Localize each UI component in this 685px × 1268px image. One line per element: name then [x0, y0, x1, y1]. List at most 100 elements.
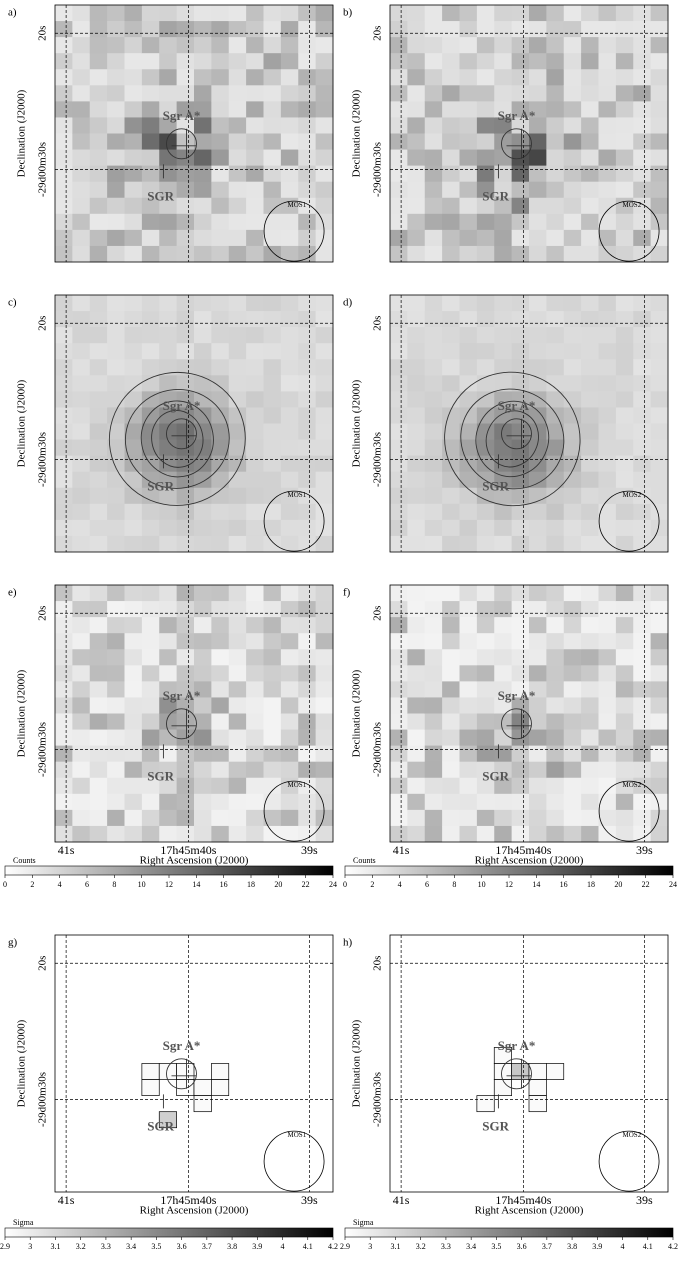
pixel: [424, 455, 443, 473]
pixel: [194, 761, 212, 779]
pixel: [298, 197, 317, 215]
pixel: [280, 487, 299, 505]
pixel: [141, 5, 160, 22]
pixel: [424, 601, 443, 618]
pixel: [55, 21, 73, 38]
pixel: [55, 117, 73, 134]
pixel: [194, 343, 212, 360]
pixel: [407, 133, 426, 151]
pixel: [228, 359, 247, 376]
pixel: [407, 375, 426, 392]
pixel: [194, 407, 212, 424]
pixel: [176, 1079, 195, 1096]
panel-frame: [54, 4, 334, 263]
pixel: [176, 825, 195, 843]
pixel: [650, 777, 669, 795]
pixel: [228, 649, 247, 666]
pixel: [529, 69, 547, 86]
pixel: [494, 391, 513, 408]
pixel: [407, 245, 426, 263]
pixel: [459, 697, 478, 714]
pixel: [615, 471, 634, 489]
pixel: [72, 777, 91, 795]
pixel: [159, 21, 178, 38]
pixel: [124, 343, 143, 360]
pixel: [263, 535, 282, 553]
pixel: [650, 809, 669, 827]
pixel: [529, 181, 547, 199]
pixel: [390, 85, 408, 102]
pixel: [633, 359, 652, 376]
pixel: [390, 777, 408, 795]
pixel: [141, 149, 160, 167]
pixel: [246, 213, 264, 231]
pixel: [298, 519, 317, 537]
pixel: [89, 601, 108, 618]
pixel: [228, 69, 247, 86]
pixel: [72, 519, 91, 537]
pixel: [298, 5, 317, 22]
pixel: [228, 181, 247, 199]
pixel: [407, 601, 426, 618]
panel: Sgr A*SGRMOS1g)20s-29d00m30sDeclination …: [8, 934, 334, 1217]
pixel: [280, 117, 299, 134]
x-tick-label: 17h45m40s: [160, 843, 216, 857]
colorbar-tick-label: 12: [505, 880, 513, 889]
pixel: [529, 21, 547, 38]
pixel: [424, 245, 443, 263]
pixel: [315, 697, 334, 714]
pixel: [650, 503, 669, 521]
pixel: [546, 311, 565, 328]
pixel: [476, 375, 495, 392]
pixel: [407, 327, 426, 344]
pixel: [263, 649, 282, 666]
pixel: [442, 85, 460, 102]
pixel: [563, 601, 582, 618]
pixel: [72, 53, 91, 70]
pixel: [424, 713, 443, 731]
pixel: [211, 117, 230, 134]
pixel: [263, 729, 282, 747]
pixel: [459, 777, 478, 795]
pixel: [315, 375, 334, 392]
pixel: [246, 53, 264, 70]
pixel: [246, 375, 264, 392]
pixel: [124, 617, 143, 634]
pixel: [511, 37, 530, 54]
source-circle: [501, 708, 532, 740]
pixel: [315, 633, 334, 650]
pixel: [159, 761, 178, 779]
pixel: [390, 471, 408, 489]
pixel: [424, 165, 443, 183]
pixel: [194, 585, 212, 602]
pixel: [459, 117, 478, 134]
pixel: [494, 165, 513, 183]
pixel: [442, 69, 460, 86]
pixel: [55, 423, 73, 441]
pixel: [459, 633, 478, 650]
pixel: [476, 423, 495, 441]
panel: Sgr A*SGRMOS2f)20s-29d00m30sDeclination …: [343, 584, 669, 867]
pixel: [494, 117, 513, 134]
pixel: [442, 697, 460, 714]
pixel: [107, 761, 125, 779]
detector-label: MOS2: [623, 201, 642, 209]
pixel: [72, 295, 91, 312]
pixel: [511, 697, 530, 714]
pixel: [511, 53, 530, 70]
pixel: [476, 601, 495, 618]
pixel: [280, 295, 299, 312]
pixel: [529, 649, 547, 666]
pixel: [511, 229, 530, 247]
pixel: [633, 633, 652, 650]
pixel: [263, 295, 282, 312]
pixel: [476, 213, 495, 231]
pixel: [529, 53, 547, 70]
pixel: [72, 455, 91, 473]
pixel: [89, 407, 108, 424]
pixel: [211, 633, 230, 650]
pixel: [615, 213, 634, 231]
y-tick-label: -29d00m30s: [372, 432, 384, 487]
pixel: [493, 1079, 512, 1096]
